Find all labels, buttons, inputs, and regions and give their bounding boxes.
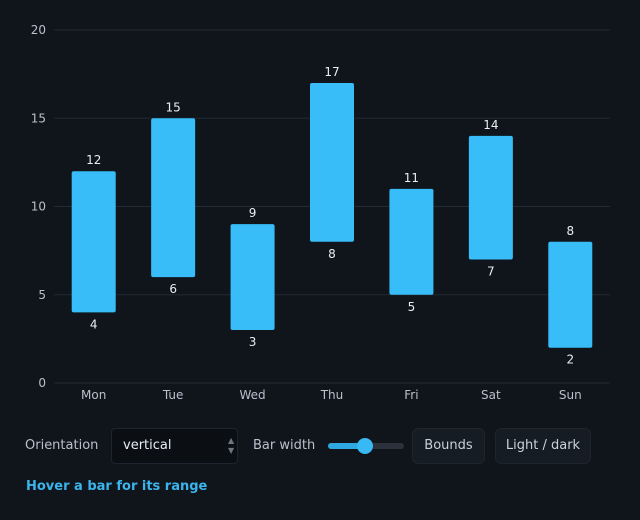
bar-width-slider[interactable] <box>328 438 404 454</box>
bar-max-label: 17 <box>324 65 339 79</box>
range-bar[interactable] <box>548 241 593 348</box>
x-tick-label: Sat <box>481 388 501 402</box>
range-bar[interactable] <box>151 118 196 278</box>
x-tick-label: Thu <box>320 388 344 402</box>
y-tick-label: 15 <box>31 111 46 125</box>
theme-toggle-button[interactable]: Light / dark <box>495 428 591 464</box>
data-labels: 12 4 15 6 9 3 17 8 11 5 14 7 8 2 <box>86 65 574 367</box>
x-axis-ticks: Mon Tue Wed Thu Fri Sat Sun <box>81 388 582 402</box>
bar-max-label: 14 <box>483 118 498 132</box>
y-axis-ticks: 0 5 10 15 20 <box>31 23 46 390</box>
orientation-label: Orientation <box>25 438 99 453</box>
range-bar[interactable] <box>389 188 434 295</box>
bar-max-label: 9 <box>249 206 257 220</box>
orientation-select-value: vertical <box>123 438 172 453</box>
y-tick-label: 5 <box>38 288 46 302</box>
chevron-updown-icon: ▲ ▼ <box>228 436 235 455</box>
bar-min-label: 6 <box>169 282 177 296</box>
bar-min-label: 5 <box>408 300 416 314</box>
bar-max-label: 11 <box>404 171 419 185</box>
range-bar[interactable] <box>310 82 354 242</box>
bar-max-label: 15 <box>166 100 181 114</box>
bar-min-label: 3 <box>249 335 257 349</box>
x-tick-label: Sun <box>559 388 582 402</box>
bar-max-label: 12 <box>86 153 101 167</box>
bar-min-label: 7 <box>487 264 495 278</box>
bar-min-label: 2 <box>566 353 574 367</box>
bar-min-label: 4 <box>90 317 98 331</box>
y-tick-label: 20 <box>31 23 46 37</box>
controls-bar: Orientation vertical ▲ ▼ Bar width Bounds… <box>0 428 640 464</box>
bars <box>71 82 593 348</box>
x-tick-label: Mon <box>81 388 106 402</box>
bar-min-label: 8 <box>328 247 336 261</box>
range-bar[interactable] <box>468 135 513 260</box>
orientation-select[interactable]: vertical ▲ ▼ <box>111 428 238 464</box>
x-tick-label: Fri <box>404 388 418 402</box>
y-tick-label: 0 <box>38 376 46 390</box>
slider-thumb[interactable] <box>357 438 374 454</box>
x-tick-label: Wed <box>239 388 265 402</box>
range-bar-chart: 0 5 10 15 20 12 4 15 6 9 3 17 8 11 5 14 7 8 2 Mon Tue Wed Th… <box>31 23 610 402</box>
bar-max-label: 8 <box>566 224 574 238</box>
slider-fill <box>328 443 366 449</box>
range-bar[interactable] <box>71 171 116 313</box>
hover-hint: Hover a bar for its range <box>26 479 208 494</box>
bounds-button[interactable]: Bounds <box>412 428 485 464</box>
bar-width-label: Bar width <box>253 438 316 453</box>
range-bar[interactable] <box>230 224 275 331</box>
x-tick-label: Tue <box>162 388 184 402</box>
y-tick-label: 10 <box>31 200 46 214</box>
